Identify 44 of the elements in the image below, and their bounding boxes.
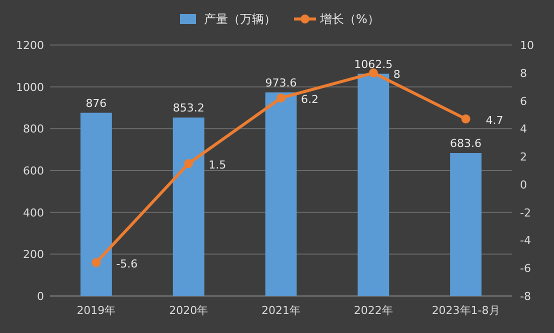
x-tick-label: 2021年 <box>262 304 300 317</box>
y2-tick-label: -6 <box>520 262 531 276</box>
y2-tick-label: 6 <box>520 94 527 108</box>
y2-tick-label: 0 <box>520 178 527 192</box>
x-tick-label: 2019年 <box>76 304 116 317</box>
legend-label: 产量（万辆） <box>204 12 276 26</box>
point <box>461 114 470 124</box>
y-tick-label: 0 <box>37 290 44 303</box>
y-tick-label: 800 <box>23 122 44 136</box>
y-tick-label: 200 <box>23 248 44 262</box>
x-tick-label: 2023年1-8月 <box>432 304 500 317</box>
bar <box>450 153 482 296</box>
data-label: 853.2 <box>172 102 204 115</box>
data-label: 1062.5 <box>354 58 393 71</box>
data-label: -5.6 <box>116 258 138 271</box>
data-label: 4.7 <box>486 114 504 127</box>
point <box>276 93 286 102</box>
data-label: 876 <box>86 96 107 110</box>
y2-tick-label: 2 <box>520 150 527 164</box>
legend-label: 增长（%） <box>319 12 380 26</box>
data-label: 8 <box>393 68 400 81</box>
y-tick-label: 1000 <box>16 80 44 94</box>
y2-tick-label: -2 <box>520 206 531 220</box>
data-label: 973.6 <box>265 76 297 90</box>
y-tick-label: 400 <box>23 206 44 220</box>
point <box>92 258 101 268</box>
y2-tick-label: -8 <box>520 290 531 303</box>
data-label: 683.6 <box>450 137 482 150</box>
y2-tick-label: -4 <box>520 234 531 248</box>
y2-tick-label: 10 <box>520 39 534 52</box>
point <box>368 68 378 78</box>
bar <box>80 112 112 296</box>
point <box>184 159 194 168</box>
y2-tick-label: 8 <box>520 66 527 80</box>
bar <box>265 92 297 296</box>
y2-tick-label: 4 <box>520 122 527 136</box>
data-label: 6.2 <box>301 92 318 106</box>
bar <box>172 118 204 296</box>
x-tick-label: 2020年 <box>169 304 208 317</box>
data-label: 1.5 <box>208 158 226 172</box>
x-tick-label: 2022年 <box>354 304 393 317</box>
y-tick-label: 600 <box>23 164 44 178</box>
y-tick-label: 1200 <box>16 39 44 52</box>
bar <box>358 74 390 296</box>
